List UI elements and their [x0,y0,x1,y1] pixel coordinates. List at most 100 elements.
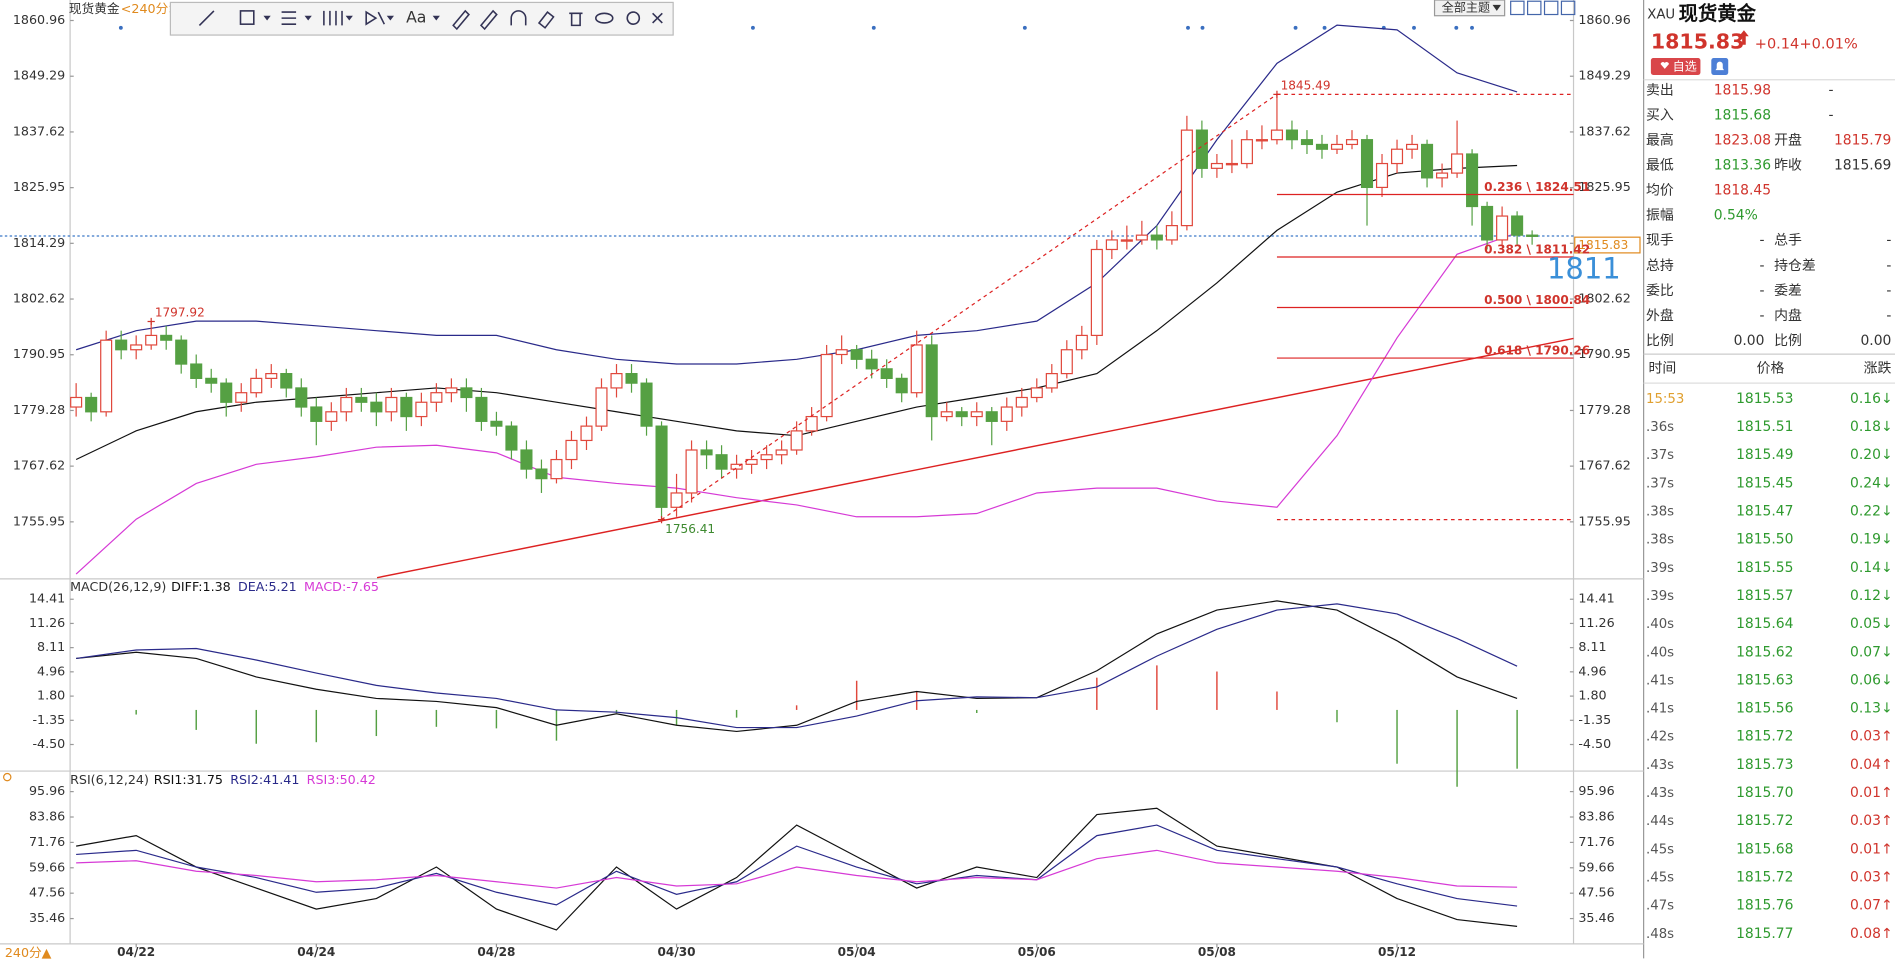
tick-price: 1815.50 [1736,532,1793,548]
candle-body [550,458,563,480]
theme-button-label[interactable]: 全部主题 [1442,0,1490,14]
candle-body [520,449,533,470]
quote-field: 总手 [1774,233,1802,249]
candle-body [220,382,233,403]
tick-time: .45s [1646,871,1674,886]
marker-dot [1412,25,1416,30]
tick-time: .45s [1646,842,1674,857]
line-tool[interactable] [198,10,215,26]
quote-field: - [1886,233,1891,249]
candle-body [970,411,983,418]
candle-body [640,382,653,427]
candle-body [100,339,113,413]
shape-tool[interactable] [239,10,255,25]
indicator-line [76,824,1518,907]
candle-body [1090,248,1103,337]
candle-body [160,334,173,341]
pattern-tool[interactable] [365,10,386,26]
magnet-tool[interactable] [510,10,527,26]
tick-time: .43s [1646,786,1674,801]
y-tick-label: 1.80 [1578,688,1606,703]
tick-time: .36s [1646,420,1674,435]
frame [0,0,1645,959]
candle-body [835,349,848,356]
price-change: +0.14 [1755,37,1799,53]
legend-label: RSI2:41.41 [230,772,299,787]
quote-field: 1815.69 [1834,158,1891,174]
candle-body [415,401,428,418]
quote-field: 现手 [1646,233,1674,249]
candle-body [910,344,923,394]
cycle-tool[interactable] [323,10,343,26]
delete-tool[interactable] [569,12,583,27]
tick-price: 1815.72 [1736,729,1793,745]
pen-tool[interactable] [452,9,470,31]
candle-body [1436,172,1449,179]
marker-dot [1186,25,1190,30]
settings-icon[interactable] [3,772,12,782]
watch-button-label[interactable]: 自选 [1673,60,1697,74]
candle-body [610,373,623,389]
quote-field: - [1759,258,1764,274]
candle-body [595,387,608,427]
tick-change: 0.12↓ [1850,588,1893,604]
y-tick-label: 1790.95 [13,346,65,361]
quote-field: 最低 [1646,158,1674,174]
candle-body [205,377,218,384]
x-tick-label: 05/04 [838,945,876,959]
y-tick-label: 59.66 [29,859,65,874]
theme-button[interactable] [1433,0,1506,17]
x-tick-label: 05/12 [1378,945,1416,959]
tick-change: 0.24↓ [1850,475,1893,491]
eraser-tool[interactable] [537,10,555,29]
candle-body [1210,162,1223,169]
marker-dot [1470,25,1474,30]
candle-body [1300,139,1314,146]
font-button[interactable]: Aa [406,8,426,27]
candle-body [1060,349,1073,375]
settings-tool[interactable] [626,11,641,25]
price-tag [1574,236,1641,254]
candle-body [985,411,998,422]
tick-price: 1815.45 [1736,475,1793,491]
close-tool[interactable] [652,12,663,24]
tick-price: 1815.49 [1736,447,1793,463]
quote-field: 振幅 [1646,208,1674,224]
retracement-guide [661,93,1278,521]
quote-field: 总持 [1646,258,1674,274]
layout-button[interactable] [1510,0,1525,16]
candle-body [955,411,968,418]
layout-button[interactable] [1526,0,1542,16]
visibility-tool[interactable] [595,12,614,24]
period-switch[interactable]: 240分▲ [5,945,52,959]
layout-button[interactable] [1543,0,1559,16]
candle-body [865,358,878,370]
candle-body [1165,225,1178,241]
x-tick-label: 04/30 [658,945,696,959]
y-tick-label: -4.50 [1578,736,1611,751]
marker-dot [118,25,123,30]
x-tick-label: 04/22 [117,945,155,959]
layout-button[interactable] [1560,0,1576,16]
candle-body [295,387,308,408]
candle-body [1000,406,1013,422]
y-tick-label: 1802.62 [1578,291,1630,306]
heart-icon [1660,62,1670,69]
candle-body [370,401,383,413]
quote-field: 0.00 [1860,333,1891,349]
marker-dot [1293,25,1298,30]
x-tick-label: 04/28 [477,945,515,959]
dropdown-arrow [1492,4,1502,11]
tick-price: 1815.64 [1736,616,1794,632]
dropdown-arrows [263,15,440,21]
fib-tool[interactable] [281,11,297,25]
brush-tool[interactable] [479,9,498,31]
y-tick-label: 35.46 [1578,910,1614,925]
tick-change: 0.07↑ [1850,898,1893,914]
indicator-line [76,600,1518,733]
candle-body [265,373,278,379]
quote-field: - [1759,283,1764,299]
y-tick-label: 95.96 [1578,783,1614,798]
period-label[interactable]: <240分> [121,1,179,16]
candle-body [475,396,488,422]
